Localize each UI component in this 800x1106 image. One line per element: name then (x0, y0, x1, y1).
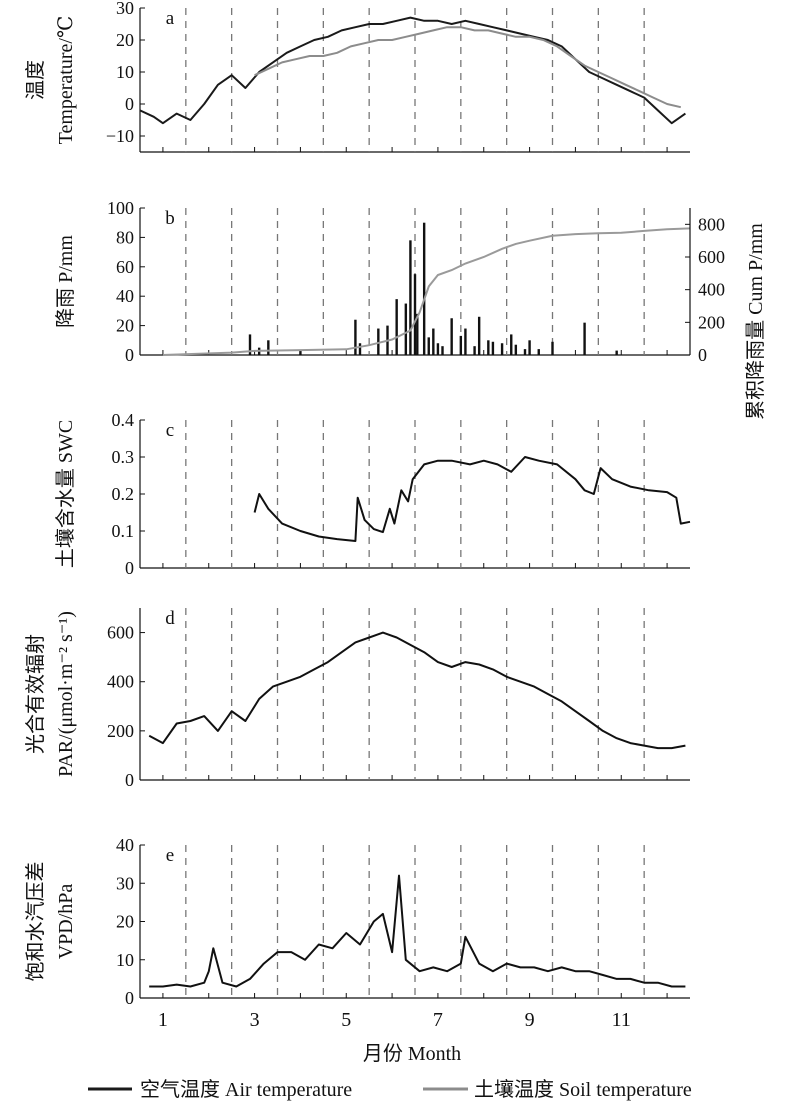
series-line-c-0 (253, 456, 691, 542)
panel-d (139, 608, 690, 781)
rain-bar (583, 322, 586, 355)
y-tick-label: 100 (107, 198, 134, 218)
panel-letter: b (165, 208, 175, 229)
rain-bar (416, 313, 419, 355)
y2-tick-label: 600 (698, 247, 725, 267)
y-axis-title: PAR/(μmol·m⁻² s⁻¹) (55, 611, 77, 777)
rain-bar (510, 334, 513, 355)
y-tick-label: 60 (116, 257, 134, 277)
y-tick-label: 40 (116, 835, 134, 855)
panel-letter: a (166, 8, 175, 29)
y-tick-label: 200 (107, 721, 134, 741)
y-tick-label: 0 (125, 770, 134, 790)
x-axis-title: 月份 Month (363, 1042, 461, 1065)
y-axis-title: 土壤含水量 SWC (54, 420, 77, 568)
rain-bar (514, 344, 518, 355)
y-axis-title: 温度 (24, 60, 47, 100)
rain-bar (615, 350, 618, 355)
panel-b (139, 207, 691, 356)
rain-bar (422, 222, 426, 355)
rain-bar (523, 349, 527, 355)
y-axis-title: VPD/hPa (55, 884, 77, 960)
y-tick-label: 600 (107, 623, 134, 643)
rain-bar (528, 340, 531, 355)
series-line-d-0 (148, 631, 686, 750)
y-axis-title: 降雨 P/mm (54, 235, 77, 328)
y-tick-label: 20 (116, 316, 134, 336)
x-tick-label: 3 (250, 1009, 260, 1031)
cumulative-rain-line (162, 227, 691, 356)
y-tick-label: 80 (116, 227, 134, 247)
y-tick-label: 20 (116, 912, 134, 932)
rain-bar (432, 328, 435, 355)
rain-bar (477, 316, 481, 355)
y-tick-label: 400 (107, 672, 134, 692)
y-tick-label: −10 (106, 126, 134, 146)
panel-a (139, 7, 690, 153)
rain-bar (450, 318, 453, 355)
rain-bar (441, 346, 444, 355)
rain-bar (299, 350, 302, 355)
rain-bar (395, 299, 398, 355)
panel-letter: d (165, 608, 175, 629)
series-line-e-0 (149, 874, 686, 988)
rain-bar (473, 346, 476, 355)
legend-label-soil: 土壤温度 Soil temperature (474, 1078, 692, 1101)
rain-bar (427, 337, 430, 355)
rain-bar (404, 303, 408, 355)
rain-bar (377, 328, 380, 355)
y-tick-label: 0.4 (112, 410, 135, 430)
y-tick-label: 0 (125, 94, 134, 114)
y-tick-label: 0.2 (112, 484, 135, 504)
y-tick-label: 40 (116, 286, 134, 306)
panel-e (139, 844, 690, 999)
y-tick-label: 0 (125, 988, 134, 1008)
rain-bar (500, 343, 504, 355)
x-tick-label: 1 (158, 1009, 168, 1031)
y-tick-label: 30 (116, 0, 134, 18)
y-tick-label: 20 (116, 30, 134, 50)
rain-bar (487, 340, 490, 355)
y2-tick-label: 400 (698, 280, 725, 300)
series-line-a-1 (254, 26, 682, 109)
y-tick-label: 0 (125, 558, 134, 578)
rain-bar (248, 334, 252, 355)
y2-tick-label: 0 (698, 345, 707, 365)
rain-bar (436, 343, 440, 355)
rain-bar (537, 349, 540, 355)
rain-bar (358, 343, 362, 355)
y-tick-label: 10 (116, 62, 134, 82)
rain-bar (551, 341, 554, 355)
x-tick-label: 5 (341, 1009, 351, 1031)
y-axis-title: Temperature/℃ (55, 16, 77, 145)
x-tick-label: 7 (433, 1009, 443, 1031)
y-tick-label: 0 (125, 345, 134, 365)
x-tick-label: 9 (525, 1009, 535, 1031)
series-line-a-0 (139, 16, 686, 125)
y-axis-title: 光合有效辐射 (24, 634, 47, 754)
rain-bar (413, 274, 417, 355)
rain-bar (354, 319, 357, 355)
y-tick-label: 0.1 (112, 521, 135, 541)
y2-tick-label: 800 (698, 214, 725, 234)
panel-letter: c (166, 420, 174, 441)
rain-bar (409, 240, 412, 355)
rain-bar (491, 341, 495, 355)
legend-label-air: 空气温度 Air temperature (140, 1078, 352, 1101)
y-tick-label: 0.3 (112, 447, 135, 467)
x-tick-label: 11 (612, 1009, 631, 1031)
y-tick-label: 30 (116, 873, 134, 893)
y2-tick-label: 200 (698, 312, 725, 332)
rain-bar (459, 335, 463, 355)
rain-bar (464, 328, 467, 355)
y-tick-label: 10 (116, 950, 134, 970)
rain-bar (267, 340, 270, 355)
y2-axis-title: 累积降雨量 Cum P/mm (744, 223, 767, 420)
y-axis-title: 饱和水汽压差 (24, 862, 47, 982)
panel-c (139, 419, 691, 569)
panel-letter: e (166, 845, 174, 866)
